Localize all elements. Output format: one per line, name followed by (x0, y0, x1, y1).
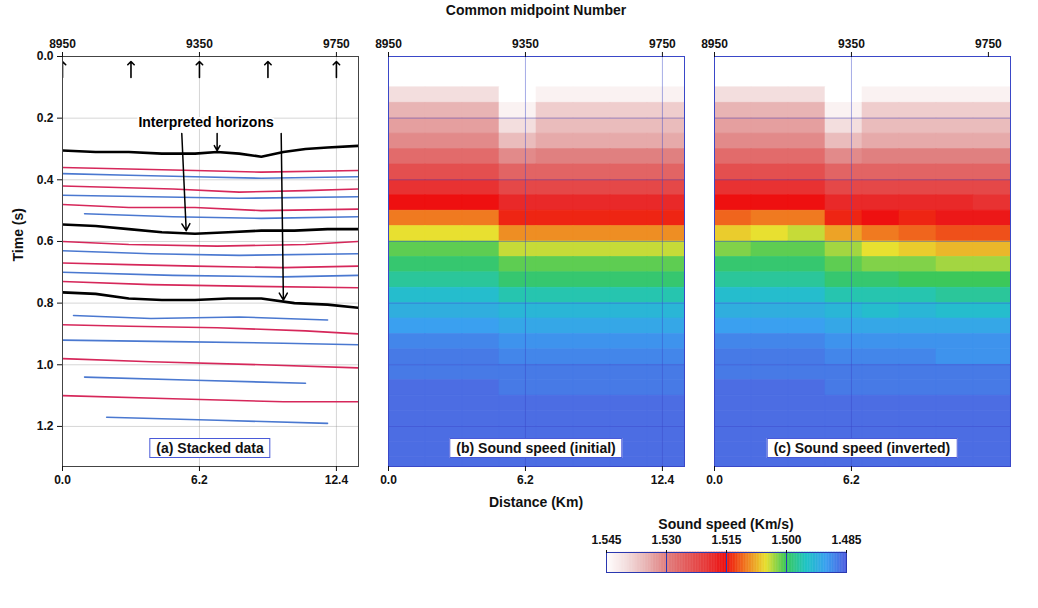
svg-text:0.0: 0.0 (706, 473, 723, 487)
svg-text:8950: 8950 (375, 37, 402, 51)
svg-text:9750: 9750 (975, 37, 1002, 51)
svg-text:9350: 9350 (512, 37, 539, 51)
svg-text:9350: 9350 (838, 37, 865, 51)
svg-text:12.4: 12.4 (325, 473, 349, 487)
svg-text:6.2: 6.2 (517, 473, 534, 487)
html-text:(c) Sound speed (inverted): (c) Sound speed (inverted) (773, 440, 951, 456)
svg-text:6.2: 6.2 (843, 473, 860, 487)
svg-text:9750: 9750 (649, 37, 676, 51)
svg-text:0.0: 0.0 (380, 473, 397, 487)
html-text:(b) Sound speed (initial): (b) Sound speed (initial) (456, 440, 616, 456)
svg-text:9750: 9750 (323, 37, 350, 51)
svg-text:1.0: 1.0 (37, 358, 54, 372)
svg-text:8950: 8950 (49, 36, 76, 51)
svg-text:12.4: 12.4 (651, 473, 675, 487)
svg-text:0.0: 0.0 (37, 49, 54, 63)
svg-text:9350: 9350 (186, 37, 213, 51)
html-text:Sound speed (Km/s): Sound speed (Km/s) (658, 516, 794, 532)
svg-text:1.530: 1.530 (651, 533, 681, 547)
html-text:Common midpoint Number: Common midpoint Number (445, 2, 627, 18)
svg-text:0.0: 0.0 (54, 473, 71, 487)
svg-text:0.6: 0.6 (37, 234, 54, 248)
html-text:(a) Stacked data: (a) Stacked data (156, 440, 264, 456)
svg-text:1.2: 1.2 (37, 419, 54, 433)
svg-text:Interpreted horizons: Interpreted horizons (138, 114, 274, 130)
svg-text:0.8: 0.8 (37, 296, 54, 310)
svg-text:0.2: 0.2 (37, 111, 54, 125)
svg-text:Time (s): Time (s) (10, 208, 26, 261)
svg-text:8950: 8950 (701, 37, 728, 51)
svg-text:1.500: 1.500 (771, 533, 801, 547)
html-text:Distance (Km): Distance (Km) (488, 494, 584, 510)
svg-text:1.545: 1.545 (591, 533, 621, 547)
svg-text:1.515: 1.515 (711, 533, 741, 547)
svg-text:1.485: 1.485 (831, 533, 861, 547)
svg-text:0.4: 0.4 (37, 173, 54, 187)
svg-text:6.2: 6.2 (191, 473, 208, 487)
